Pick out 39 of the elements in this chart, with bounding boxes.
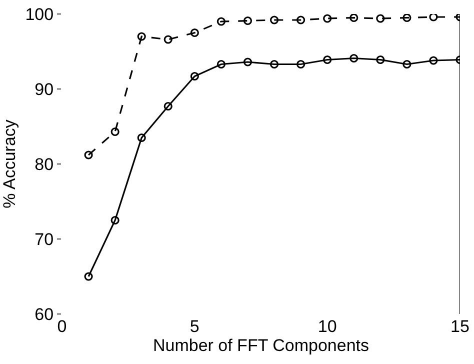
y-tick-label: 80 [34,154,54,174]
point [429,14,438,22]
point [84,272,93,281]
point [270,16,279,24]
y-tick-label: 90 [34,80,54,99]
point [110,127,120,136]
x-tick-label: 15 [450,317,470,336]
point [296,60,306,69]
point [429,56,438,65]
point [323,14,332,23]
y-axis-title: % Accuracy [0,119,19,208]
point [402,60,412,69]
x-tick-label: 0 [57,317,67,336]
point [84,150,93,160]
point [190,28,199,38]
y-tick-label: 100 [25,4,54,24]
point [243,16,252,26]
point [350,14,358,22]
point [190,72,199,81]
point [137,133,146,142]
point [270,60,279,69]
point [296,16,306,24]
point [402,14,412,22]
point [110,216,120,225]
point [216,60,226,69]
point [164,35,172,44]
point [164,102,172,111]
point [350,54,358,63]
point [376,55,385,64]
point [216,17,226,26]
point [137,32,146,41]
x-tick-label: 5 [190,317,200,336]
x-axis-title: Number of FFT Components [152,336,370,355]
point [376,14,385,23]
point [243,58,252,66]
y-tick-label: 70 [34,230,54,249]
point [323,55,332,64]
y-tick-label: 60 [34,304,54,324]
x-tick-label: 10 [318,317,337,336]
